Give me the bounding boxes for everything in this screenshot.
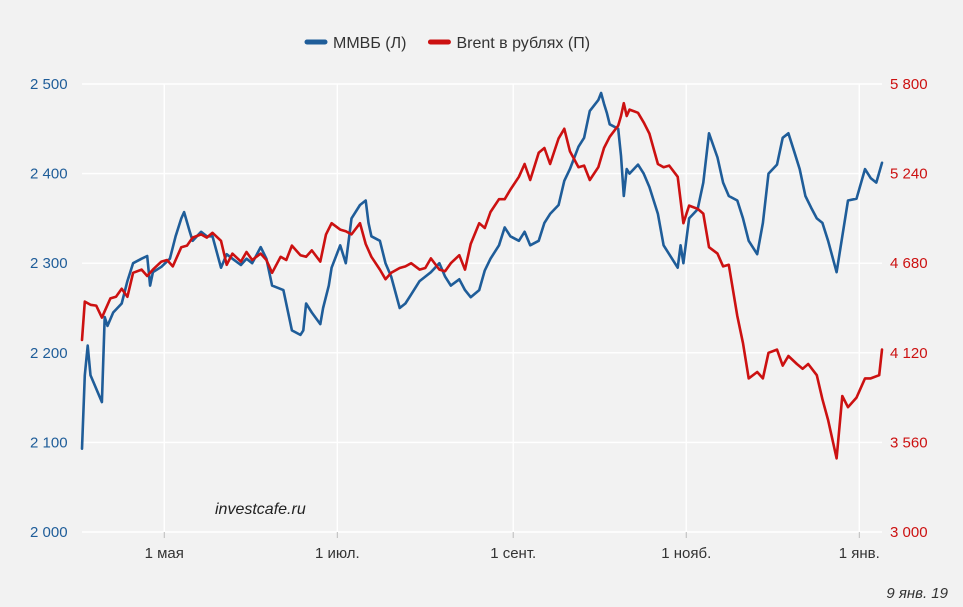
y-right-tick-label: 5 240 xyxy=(890,166,928,183)
legend-label: ММВБ (Л) xyxy=(333,35,406,52)
y-axis-left: 2 000 2 100 2 200 2 300 2 400 2 500 xyxy=(30,76,68,541)
y-right-tick-label: 4 680 xyxy=(890,255,928,272)
series-line-mmvb xyxy=(80,91,884,450)
grid xyxy=(82,83,882,533)
y-left-tick-label: 2 100 xyxy=(30,434,68,451)
date-stamp: 9 янв. 19 xyxy=(886,585,948,602)
x-axis: 1 мая 1 июл. 1 сент. 1 нояб. 1 янв. xyxy=(145,532,880,562)
y-left-tick-label: 2 500 xyxy=(30,76,68,93)
series-line-brent xyxy=(80,101,884,460)
x-tick-label: 1 июл. xyxy=(315,545,360,562)
series-lines xyxy=(80,91,884,460)
y-left-tick-label: 2 300 xyxy=(30,255,68,272)
y-left-tick-label: 2 000 xyxy=(30,524,68,541)
watermark-text: investcafe.ru xyxy=(215,501,306,518)
legend-label: Brent в рублях (П) xyxy=(456,35,590,52)
x-tick-label: 1 янв. xyxy=(839,545,880,562)
x-tick-label: 1 нояб. xyxy=(661,545,711,562)
y-left-tick-label: 2 400 xyxy=(30,166,68,183)
y-right-tick-label: 5 800 xyxy=(890,76,928,93)
y-axis-right: 3 000 3 560 4 120 4 680 5 240 5 800 xyxy=(890,76,928,541)
y-right-tick-label: 3 000 xyxy=(890,524,928,541)
x-tick-label: 1 сент. xyxy=(490,545,536,562)
x-tick-label: 1 мая xyxy=(145,545,184,562)
y-right-tick-label: 3 560 xyxy=(890,434,928,451)
y-right-tick-label: 4 120 xyxy=(890,345,928,362)
y-left-tick-label: 2 200 xyxy=(30,345,68,362)
legend: ММВБ (Л) Brent в рублях (П) xyxy=(304,35,590,52)
